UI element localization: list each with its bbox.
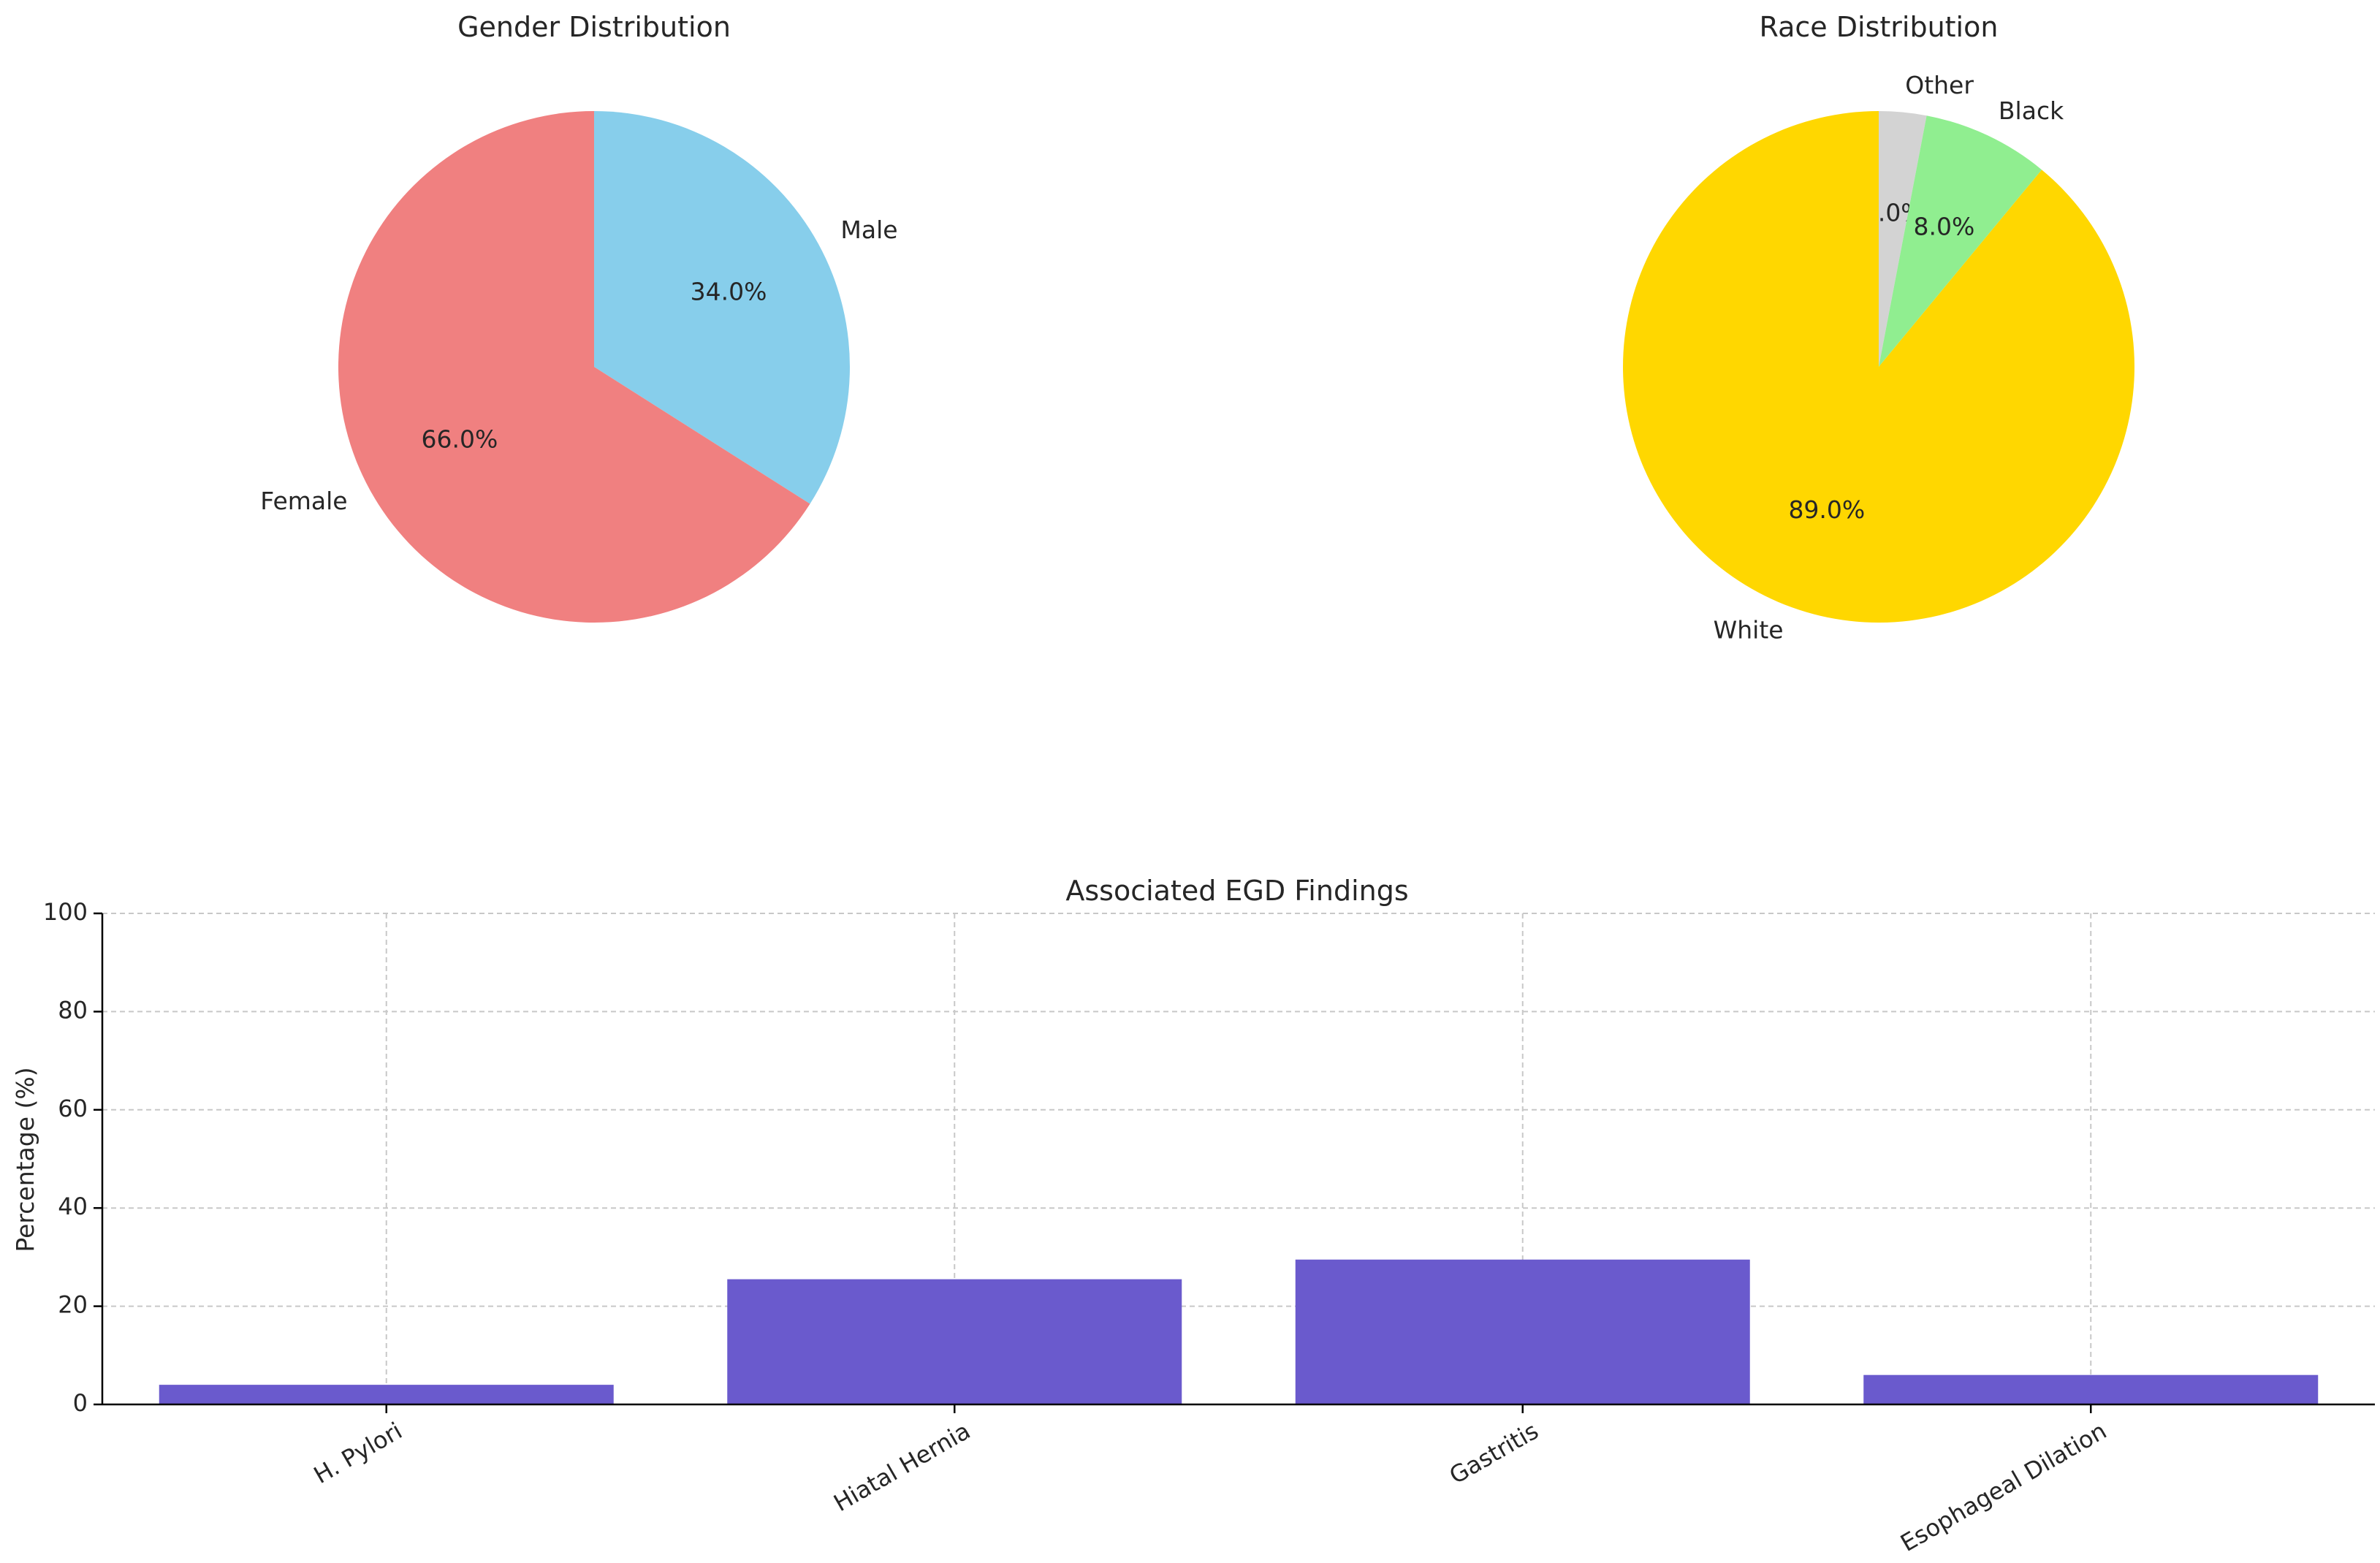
bar-hiatal-hernia xyxy=(727,1279,1182,1404)
egd-findings-bar-chart: Associated EGD Findings 0 20 40 60 80 100 H. … xyxy=(11,875,2375,1557)
pie-pct-black: 8.0% xyxy=(1913,212,1974,240)
y-tick-label: 80 xyxy=(58,996,88,1024)
gender-pie-chart: Gender Distribution Male 34.0% Female 66.0% xyxy=(260,11,898,623)
y-tick-label: 20 xyxy=(58,1291,88,1319)
gender-chart-title: Gender Distribution xyxy=(457,11,731,43)
race-pie-chart: Race Distribution Other3.0%Black8.0%Whit… xyxy=(1622,11,2134,644)
race-chart-title: Race Distribution xyxy=(1760,11,1999,43)
gender-pie-slices: Male 34.0% Female 66.0% xyxy=(260,111,898,623)
pie-slice-white xyxy=(1622,111,2134,623)
y-axis-ticks: 0 20 40 60 80 100 xyxy=(43,898,102,1417)
pie-slice-female xyxy=(338,111,810,623)
x-tick-label-gastritis: Gastritis xyxy=(1445,1417,1543,1490)
x-tick-label-esophageal-dilation: Esophageal Dilation xyxy=(1896,1417,2111,1557)
y-tick-label: 40 xyxy=(58,1193,88,1220)
bar-gridlines xyxy=(102,913,2375,1405)
bar-gastritis xyxy=(1295,1259,1750,1404)
egd-chart-title: Associated EGD Findings xyxy=(1065,875,1408,907)
bar-axes xyxy=(101,913,2375,1406)
pie-slice-male xyxy=(594,111,850,504)
y-tick-label: 60 xyxy=(58,1095,88,1122)
y-tick-label: 0 xyxy=(73,1389,88,1417)
bar-series xyxy=(159,1259,2319,1404)
pie-pct-female: 66.0% xyxy=(422,425,498,454)
x-tick-label-hiatal-hernia: Hiatal Hernia xyxy=(829,1417,975,1517)
x-tick-label-h-pylori: H. Pylori xyxy=(309,1417,407,1489)
y-tick-label: 100 xyxy=(43,898,88,926)
x-axis-ticks: H. Pylori Hiatal Hernia Gastritis Esophagea… xyxy=(309,1404,2111,1557)
pie-label-black: Black xyxy=(1999,96,2064,125)
pie-pct-white: 89.0% xyxy=(1788,495,1865,524)
pie-label-white: White xyxy=(1714,616,1784,644)
bar-esophageal-dilation xyxy=(1863,1374,2319,1404)
pie-label-other: Other xyxy=(1905,71,1974,99)
pie-slice-black xyxy=(1879,115,2042,367)
pie-pct-male: 34.0% xyxy=(691,277,767,305)
pie-label-female: Female xyxy=(260,487,347,515)
bar-h-pylori xyxy=(159,1385,614,1404)
pie-slice-other xyxy=(1879,111,1927,367)
pie-label-male: Male xyxy=(840,216,897,244)
y-axis-label: Percentage (%) xyxy=(11,1067,39,1252)
